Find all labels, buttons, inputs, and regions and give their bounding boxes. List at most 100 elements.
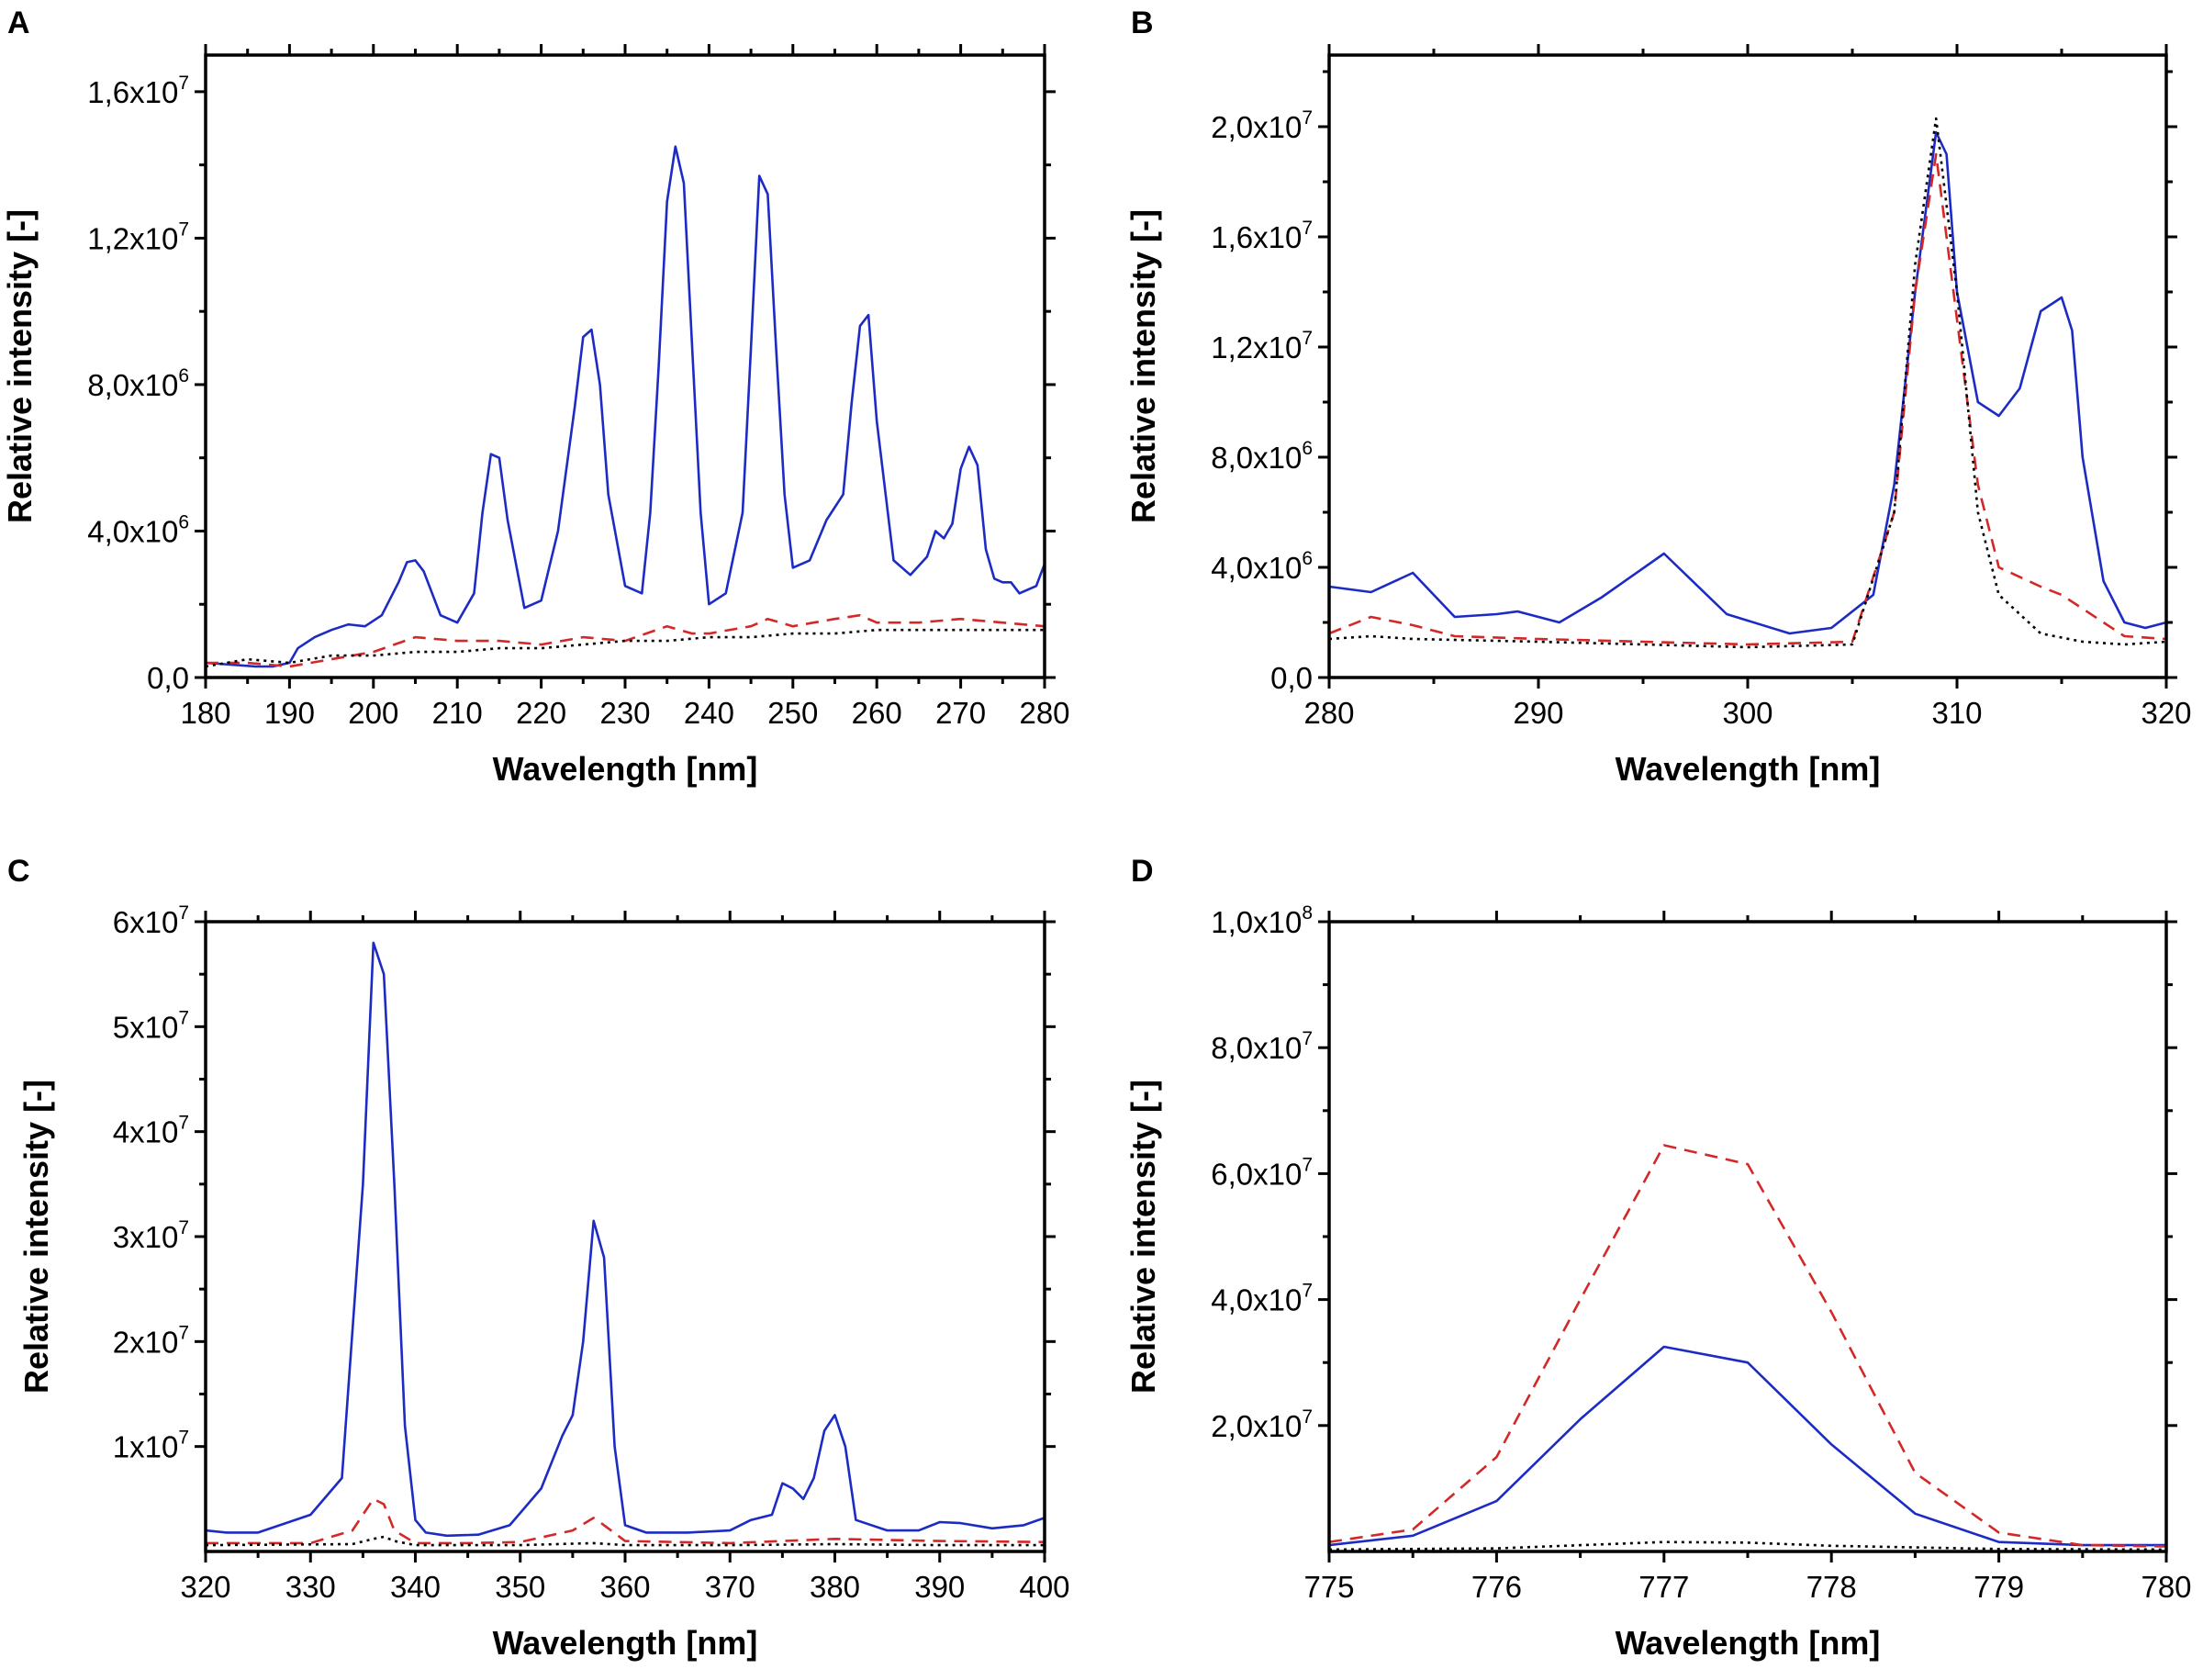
y-tick-label: 2x107 [113, 1322, 189, 1359]
panel-label: D [1131, 854, 1154, 889]
y-tick-label: 8,0x107 [1211, 1028, 1313, 1065]
panel-label: B [1131, 6, 1154, 40]
y-tick-exponent: 7 [178, 1322, 189, 1343]
y-tick-label: 4,0x107 [1211, 1281, 1313, 1317]
y-tick-mantissa: 1,0x10 [1211, 905, 1302, 939]
plot-frame [1327, 53, 2168, 679]
x-axis-label: Wavelength [nm] [493, 750, 758, 788]
y-axis-label: Relative intensity [-] [1, 209, 39, 523]
x-tick-label: 230 [599, 696, 650, 730]
y-tick-mantissa: 8,0x10 [1211, 441, 1302, 475]
y-tick-label: 0,0 [1270, 661, 1313, 695]
series-line-blue-solid [206, 941, 1045, 1538]
x-tick-label: 270 [935, 696, 986, 730]
y-tick-label: 4,0x106 [1211, 548, 1313, 585]
y-tick-label: 2,0x107 [1211, 1406, 1313, 1443]
x-tick-label: 250 [767, 696, 818, 730]
y-tick-exponent: 7 [178, 1428, 189, 1449]
series-line-blue-solid [1329, 130, 2166, 635]
x-tick-label: 779 [1974, 1570, 2024, 1604]
y-axis-label: Relative intensity [-] [17, 1080, 55, 1394]
y-tick-mantissa: 0,0 [1270, 661, 1313, 695]
x-axis-label: Wavelength [nm] [1616, 750, 1881, 788]
x-tick-label: 280 [1019, 696, 1069, 730]
y-tick-label: 1,6x107 [87, 73, 189, 109]
y-tick-mantissa: 5x10 [113, 1010, 179, 1044]
x-tick-label: 190 [264, 696, 315, 730]
y-tick-label: 1,2x107 [1211, 328, 1313, 364]
series-line-red-dashed [206, 613, 1045, 668]
y-tick-exponent: 7 [178, 902, 189, 924]
y-tick-label: 8,0x106 [1211, 438, 1313, 475]
y-tick-exponent: 7 [178, 1113, 189, 1134]
x-tick-label: 776 [1471, 1570, 1522, 1604]
x-tick-label: 780 [2141, 1570, 2191, 1604]
y-tick-label: 2,0x107 [1211, 107, 1313, 144]
y-axis-label: Relative intensity [-] [1124, 1080, 1162, 1394]
x-axis-label: Wavelength [nm] [493, 1624, 758, 1662]
y-tick-mantissa: 1x10 [113, 1430, 179, 1464]
series-line-black-dotted [206, 1535, 1045, 1547]
y-tick-exponent: 6 [178, 511, 189, 532]
x-tick-label: 320 [2141, 696, 2191, 730]
x-tick-label: 370 [705, 1570, 755, 1604]
y-tick-mantissa: 4x10 [113, 1115, 179, 1149]
y-tick-mantissa: 2,0x10 [1211, 1409, 1302, 1443]
x-tick-label: 310 [1931, 696, 1982, 730]
x-tick-label: 340 [390, 1570, 441, 1604]
chart-panel-a: A 180 190 200 210 220 230 240 250 260 270 280 0,0 4,0… [1, 6, 1070, 788]
series-line-black-dotted [206, 628, 1045, 668]
series-line-red-dashed [1329, 1144, 2166, 1548]
x-tick-label: 260 [852, 696, 902, 730]
y-tick-mantissa: 6x10 [113, 905, 179, 939]
series-group [206, 145, 1045, 668]
series-line-red-dashed [1329, 152, 2166, 646]
plot-frame [204, 920, 1046, 1553]
x-tick-label: 300 [1722, 696, 1772, 730]
y-tick-label: 8,0x106 [87, 365, 189, 402]
x-tick-label: 240 [684, 696, 734, 730]
y-tick-label: 0,0 [147, 661, 189, 695]
y-tick-label: 1,2x107 [87, 218, 189, 255]
x-tick-label: 290 [1513, 696, 1563, 730]
y-tick-mantissa: 4,0x10 [1211, 1283, 1302, 1317]
x-tick-label: 360 [599, 1570, 650, 1604]
x-tick-label: 280 [1303, 696, 1354, 730]
y-tick-exponent: 7 [1302, 107, 1313, 129]
y-tick-label: 1,0x108 [1211, 902, 1313, 939]
series-line-blue-solid [1329, 1345, 2166, 1547]
x-axis-label: Wavelength [nm] [1616, 1624, 1881, 1662]
x-tick-label: 220 [516, 696, 566, 730]
y-tick-label: 6x107 [113, 902, 189, 939]
y-tick-exponent: 8 [1302, 902, 1313, 924]
x-tick-label: 775 [1303, 1570, 1354, 1604]
series-group [1329, 1144, 2166, 1551]
x-tick-label: 400 [1019, 1570, 1069, 1604]
y-tick-mantissa: 3x10 [113, 1220, 179, 1254]
y-tick-exponent: 7 [178, 73, 189, 94]
y-tick-label: 4,0x106 [87, 511, 189, 548]
y-tick-mantissa: 6,0x10 [1211, 1157, 1302, 1191]
x-tick-label: 210 [432, 696, 483, 730]
y-tick-mantissa: 1,6x10 [87, 75, 178, 109]
y-tick-exponent: 6 [1302, 548, 1313, 569]
y-tick-label: 1,6x107 [1211, 218, 1313, 254]
y-tick-exponent: 6 [1302, 438, 1313, 459]
y-tick-exponent: 7 [178, 1217, 189, 1238]
y-tick-exponent: 7 [1302, 1154, 1313, 1175]
x-tick-label: 180 [180, 696, 230, 730]
y-tick-label: 3x107 [113, 1217, 189, 1254]
x-tick-label: 200 [348, 696, 398, 730]
y-tick-label: 6,0x107 [1211, 1154, 1313, 1191]
y-axis-label: Relative intensity [-] [1124, 209, 1162, 523]
y-tick-exponent: 7 [1302, 1406, 1313, 1428]
y-tick-mantissa: 8,0x10 [1211, 1031, 1302, 1065]
y-tick-mantissa: 2x10 [113, 1325, 179, 1359]
x-tick-label: 390 [914, 1570, 965, 1604]
x-tick-label: 380 [810, 1570, 860, 1604]
y-tick-exponent: 7 [1302, 218, 1313, 239]
x-tick-label: 778 [1806, 1570, 1857, 1604]
